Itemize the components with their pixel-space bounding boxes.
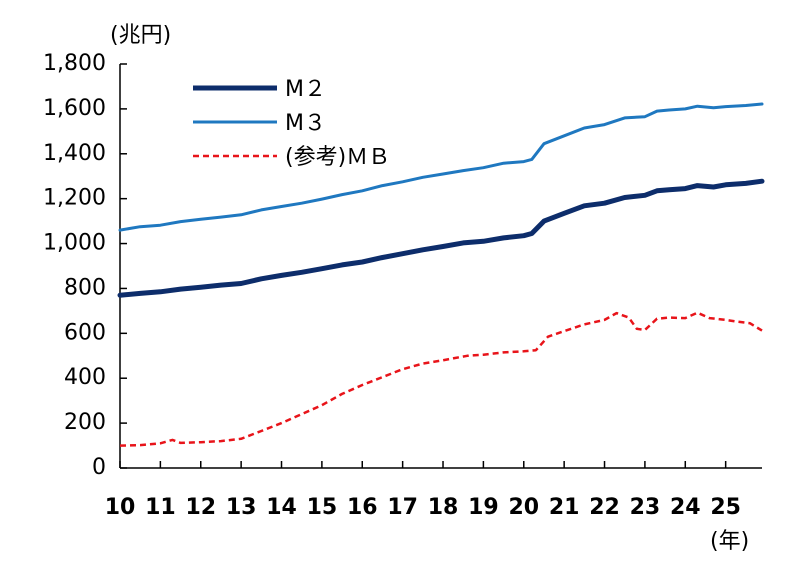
x-tick-label: 19 xyxy=(468,495,499,520)
x-tick-label: 17 xyxy=(387,495,418,520)
series-group xyxy=(117,102,765,447)
x-tick-label: 22 xyxy=(589,495,620,520)
x-tick-label: 21 xyxy=(549,495,580,520)
legend-label-1: M２ xyxy=(285,77,326,102)
y-unit-label: (兆円) xyxy=(110,23,171,48)
x-tick-label: 12 xyxy=(185,495,216,520)
y-tick-label: 1,000 xyxy=(43,231,106,256)
x-tick-label: 20 xyxy=(508,495,539,520)
legend: M２ M３ (参考)ＭＢ xyxy=(193,77,390,170)
x-tick-label: 15 xyxy=(307,495,338,520)
series-line-2 xyxy=(118,102,764,232)
y-tick-label: 1,800 xyxy=(43,51,106,76)
series-line-1 xyxy=(117,178,765,298)
x-tick-label: 18 xyxy=(428,495,459,520)
x-tick-label: 24 xyxy=(670,495,701,520)
x-ticks: 10 11 12 13 14 15 16 17 18 19 20 21 22 23 24 25 xyxy=(105,461,741,520)
series-line-3 xyxy=(119,311,763,447)
legend-label-2: M３ xyxy=(285,111,326,136)
y-tick-label: 400 xyxy=(64,365,106,390)
y-tick-label: 600 xyxy=(64,320,106,345)
x-tick-label: 16 xyxy=(347,495,378,520)
x-tick-label: 23 xyxy=(630,495,661,520)
legend-label-3: (参考)ＭＢ xyxy=(285,145,390,170)
y-tick-label: 0 xyxy=(92,455,106,480)
y-ticks: 0 200 400 600 800 1,000 1,200 1,400 1,600 1,800 xyxy=(43,51,127,480)
x-tick-label: 25 xyxy=(710,495,741,520)
y-tick-label: 1,400 xyxy=(43,141,106,166)
y-tick-label: 800 xyxy=(64,275,106,300)
x-tick-label: 10 xyxy=(105,495,136,520)
x-tick-label: 13 xyxy=(226,495,257,520)
x-tick-label: 14 xyxy=(266,495,297,520)
y-tick-label: 200 xyxy=(64,410,106,435)
y-tick-label: 1,200 xyxy=(43,186,106,211)
y-tick-label: 1,600 xyxy=(43,96,106,121)
x-tick-label: 11 xyxy=(145,495,176,520)
x-unit-label: (年) xyxy=(710,529,749,554)
